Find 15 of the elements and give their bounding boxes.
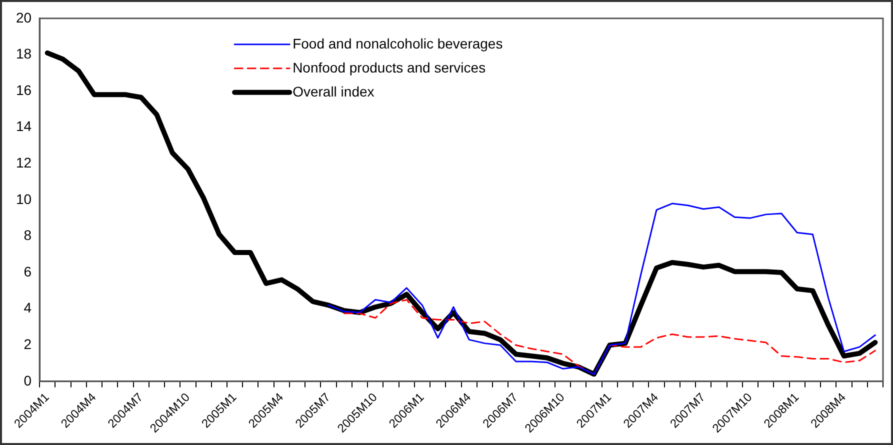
y-tick-label: 20 [16,9,32,26]
y-tick-label: 0 [24,372,32,388]
y-tick-label: 6 [24,263,32,280]
legend-label: Overall index [292,83,374,100]
y-tick-label: 14 [16,118,32,134]
legend-label: Nonfood products and services [292,59,486,76]
legend-label: Food and nonalcoholic beverages [292,35,503,52]
y-tick-label: 16 [16,82,32,98]
y-tick-label: 4 [24,300,32,316]
y-tick-label: 18 [16,46,32,62]
line-series [343,299,876,375]
y-tick-label: 8 [24,227,32,244]
y-tick-label: 2 [24,336,32,352]
y-tick-label: 12 [16,154,32,170]
y-tick-label: 10 [16,190,32,207]
